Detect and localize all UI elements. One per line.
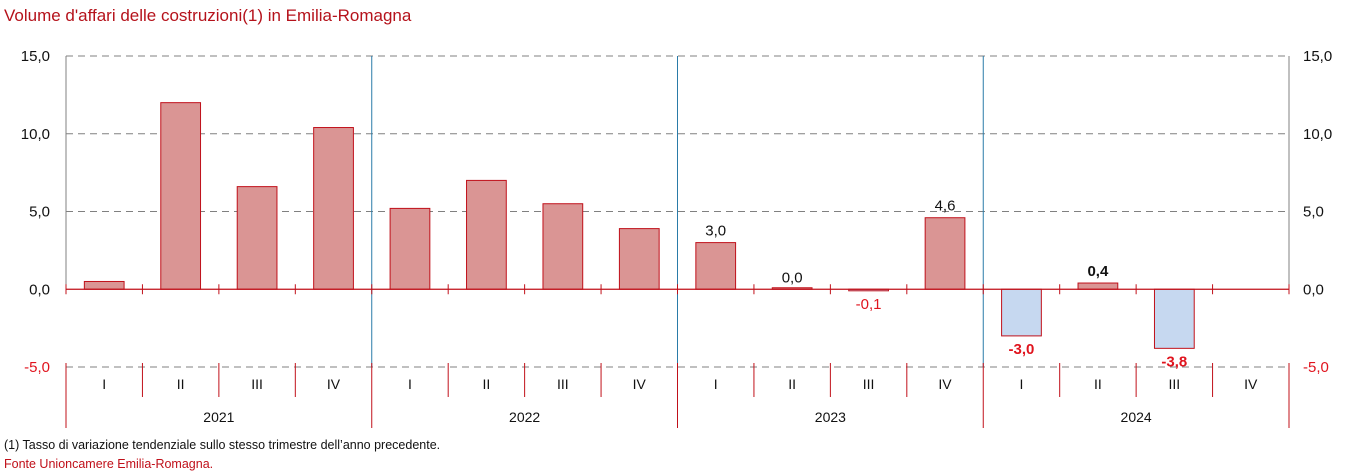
y-tick-label-left: -5,0: [24, 359, 50, 376]
source-note: Fonte Unioncamere Emilia-Romagna.: [4, 457, 214, 471]
y-tick-label-left: 10,0: [21, 126, 50, 143]
bar: [313, 127, 354, 290]
bar: [618, 228, 660, 290]
quarter-label: IV: [327, 376, 341, 392]
quarter-label: I: [1020, 376, 1024, 392]
quarter-label: II: [483, 376, 491, 392]
year-label: 2024: [1121, 409, 1152, 425]
bar: [466, 179, 507, 290]
y-tick-label-right: 15,0: [1303, 48, 1332, 65]
chart-title: Volume d'affari delle costruzioni(1) in …: [4, 6, 412, 25]
data-label: 3,0: [705, 223, 726, 240]
footnote: (1) Tasso di variazione tendenziale sull…: [4, 438, 441, 452]
y-tick-label-left: 5,0: [29, 204, 50, 221]
year-label: 2023: [815, 409, 846, 425]
y-tick-label-right: -5,0: [1303, 359, 1329, 376]
quarter-label: II: [177, 376, 185, 392]
bar: [1153, 288, 1195, 349]
quarter-label: III: [1169, 376, 1181, 392]
bar: [1077, 282, 1119, 290]
y-tick-label-left: 15,0: [21, 48, 50, 65]
bar: [83, 280, 125, 290]
year-label: 2022: [509, 409, 540, 425]
data-label: -3,8: [1161, 353, 1187, 370]
bar: [542, 203, 584, 290]
quarter-label: III: [863, 376, 875, 392]
quarter-label: III: [557, 376, 569, 392]
bar: [236, 186, 278, 290]
bar: [389, 207, 431, 290]
quarter-label: II: [788, 376, 796, 392]
data-label: -3,0: [1009, 341, 1035, 358]
quarter-label: I: [408, 376, 412, 392]
bar: [924, 217, 966, 290]
year-label: 2021: [203, 409, 234, 425]
data-label: 4,6: [935, 198, 956, 215]
y-tick-label-left: 0,0: [29, 281, 50, 298]
data-label: 0,0: [782, 269, 803, 286]
quarter-label: I: [714, 376, 718, 392]
y-tick-label-right: 10,0: [1303, 126, 1332, 143]
bar: [1001, 288, 1042, 337]
bar: [160, 102, 202, 290]
quarter-label: III: [251, 376, 263, 392]
data-label: 0,4: [1087, 263, 1109, 280]
bar: [695, 242, 737, 290]
quarter-label: I: [102, 376, 106, 392]
y-tick-label-right: 5,0: [1303, 204, 1324, 221]
y-tick-label-right: 0,0: [1303, 281, 1324, 298]
data-label: -0,1: [856, 296, 882, 313]
quarter-label: IV: [1244, 376, 1258, 392]
quarter-label: IV: [633, 376, 647, 392]
quarter-label: IV: [938, 376, 952, 392]
quarter-label: II: [1094, 376, 1102, 392]
